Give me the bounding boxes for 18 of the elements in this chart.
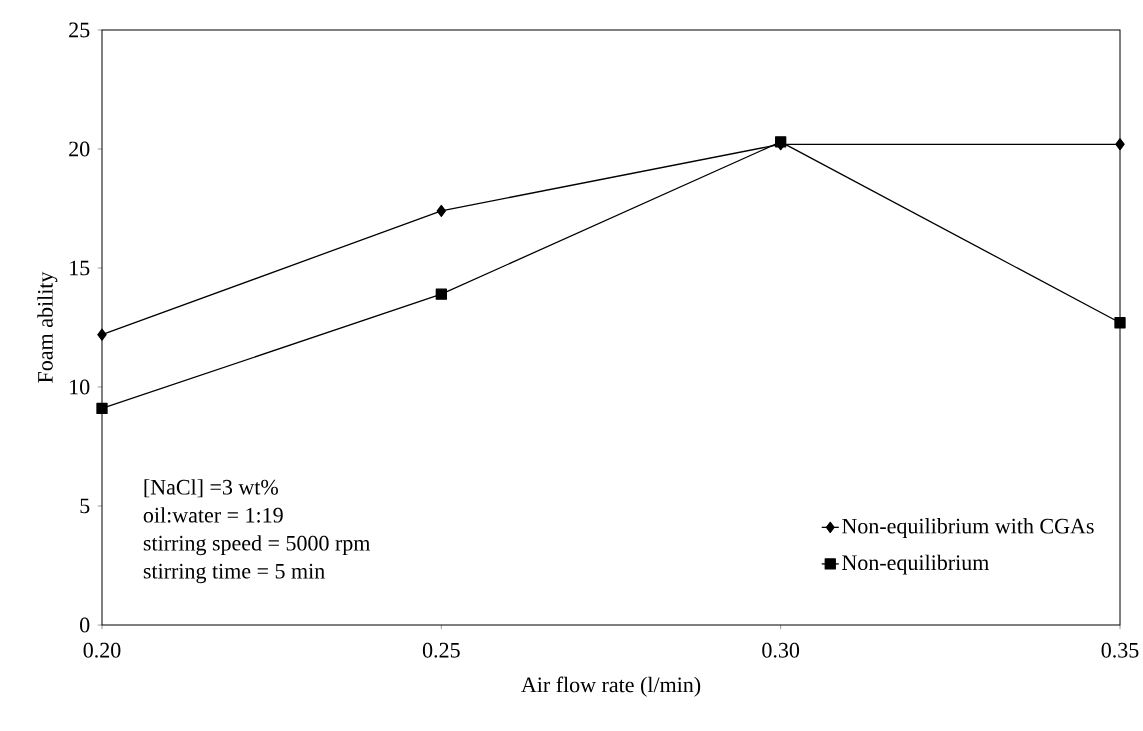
y-tick-label: 0 — [80, 617, 90, 633]
x-tick-label: 0.25 — [422, 642, 460, 658]
legend-label: Non-equilibrium with CGAs — [842, 518, 1094, 539]
y-tick-label: 15 — [70, 260, 90, 276]
x-tick-label: 0.20 — [83, 642, 121, 658]
x-axis-title: Air flow rate (l/min) — [521, 676, 701, 697]
legend-label: Non-equilibrium — [842, 554, 989, 575]
y-tick-label: 25 — [69, 22, 90, 38]
y-tick-label: 20 — [69, 141, 90, 157]
annotation: oil:water = 1:19 — [143, 507, 283, 523]
y-tick-label: 10 — [70, 379, 90, 395]
x-tick-label: 0.35 — [1101, 642, 1139, 658]
annotation: stirring speed = 5000 rpm — [143, 535, 371, 556]
y-tick-label: 5 — [80, 498, 90, 514]
y-axis-title: Foam ability — [37, 271, 58, 383]
annotation: [NaCl] =3 wt% — [144, 479, 278, 498]
x-tick-label: 0.30 — [762, 642, 800, 658]
annotation: stirring time = 5 min — [143, 563, 325, 584]
